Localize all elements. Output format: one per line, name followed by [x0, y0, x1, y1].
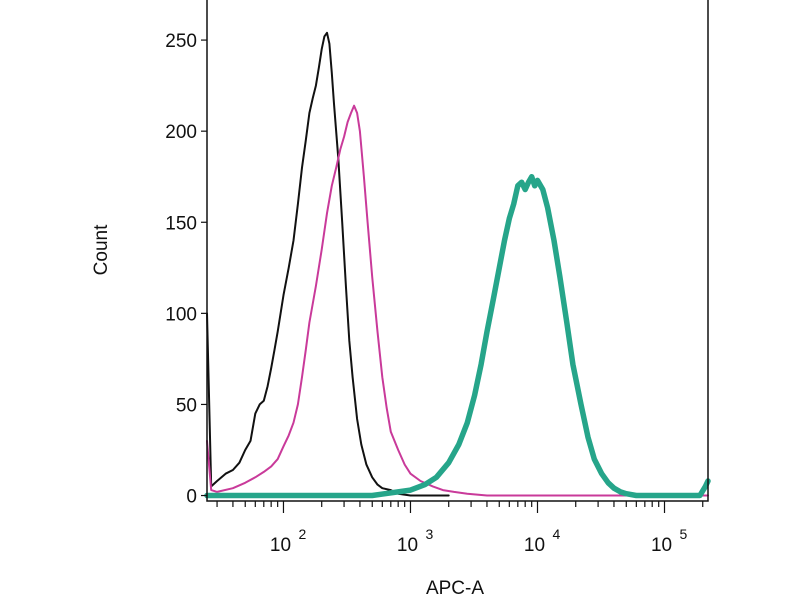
- plot-frame: [206, 0, 709, 502]
- x-tick-exponent: 4: [552, 526, 560, 542]
- series-layer: [204, 31, 711, 499]
- series-line-2: [206, 104, 709, 497]
- y-tick-label: 150: [165, 213, 197, 234]
- y-tick-label: 100: [165, 304, 197, 325]
- x-tick-label: 10: [270, 535, 291, 556]
- x-tick-exponent: 3: [425, 526, 433, 542]
- x-tick-label: 10: [397, 535, 418, 556]
- y-tick-label: 50: [176, 395, 197, 416]
- x-tick-exponent: 5: [680, 526, 688, 542]
- y-tick-label: 200: [165, 122, 197, 143]
- y-tick-label: 0: [186, 487, 197, 508]
- x-axis-title: APC-A: [426, 578, 484, 599]
- x-tick-label: 10: [651, 535, 672, 556]
- series-line-1: [206, 31, 450, 497]
- y-axis-title: Count: [91, 224, 112, 275]
- x-tick-exponent: 2: [298, 526, 306, 542]
- x-tick-label: 10: [524, 535, 545, 556]
- axes-layer: 0 50 100 150 200 250 10 2 10 3 10 4 10 5: [165, 0, 709, 556]
- series-line-3: [204, 173, 711, 499]
- y-tick-label: 250: [165, 31, 197, 52]
